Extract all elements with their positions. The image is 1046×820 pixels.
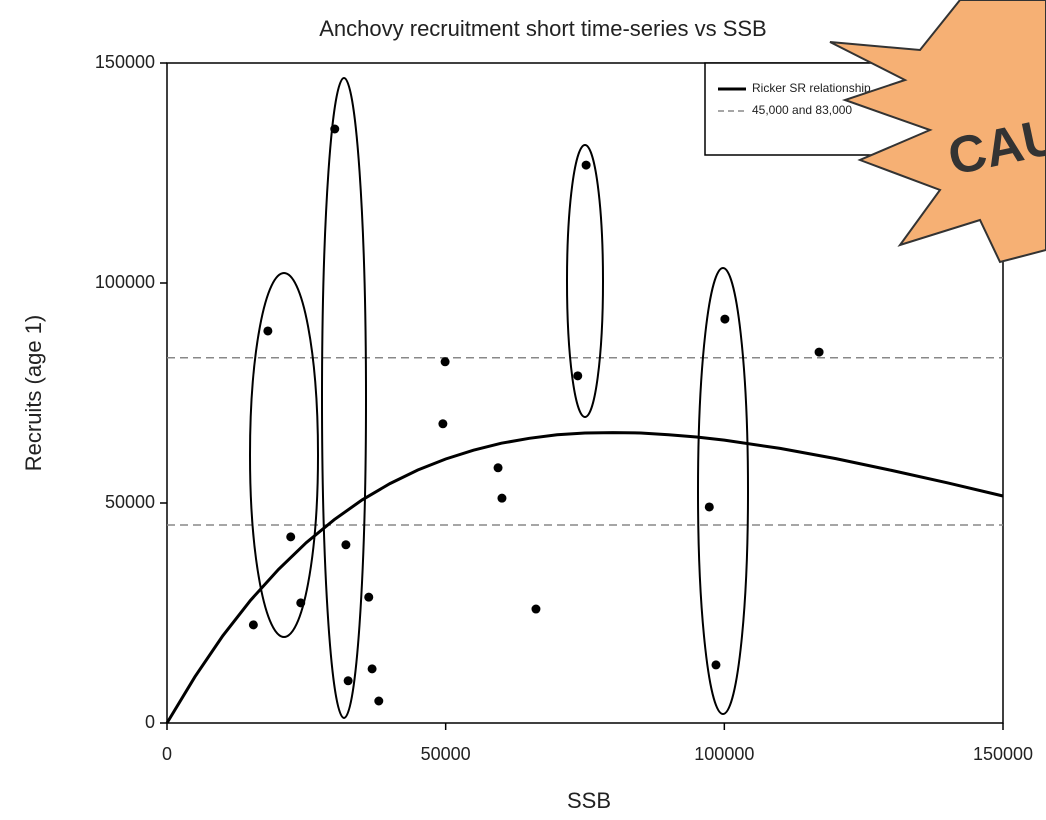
data-point xyxy=(248,620,258,630)
data-point xyxy=(814,347,824,357)
data-point xyxy=(263,326,273,336)
data-point xyxy=(364,592,374,602)
data-point xyxy=(581,160,591,170)
data-point xyxy=(367,664,377,674)
x-tick-label: 150000 xyxy=(973,744,1033,764)
chart-title: Anchovy recruitment short time-series vs… xyxy=(319,16,766,41)
legend-label: Ricker SR relationship xyxy=(752,81,871,95)
y-tick-label: 50000 xyxy=(105,492,155,512)
data-point xyxy=(531,604,541,614)
x-axis-label: SSB xyxy=(567,788,611,813)
data-point xyxy=(720,314,730,324)
data-point xyxy=(711,660,721,670)
ellipse xyxy=(249,272,319,638)
legend-label: 45,000 and 83,000 xyxy=(752,103,852,117)
data-point xyxy=(497,493,507,503)
x-tick-label: 100000 xyxy=(694,744,754,764)
starburst: CAU xyxy=(829,0,1046,264)
x-tick-label: 50000 xyxy=(421,744,471,764)
data-point xyxy=(438,419,448,429)
data-point xyxy=(440,357,450,367)
y-axis-label: Recruits (age 1) xyxy=(21,315,46,472)
ellipse xyxy=(566,144,604,418)
data-point xyxy=(343,676,353,686)
starburst-shape xyxy=(829,0,1046,264)
y-tick-label: 0 xyxy=(145,712,155,732)
data-point xyxy=(374,696,384,706)
plot-area: 0 50000 100000 150000 0 50000 100000 150000 xyxy=(95,52,1033,764)
ricker-curve xyxy=(165,431,1004,724)
ellipse xyxy=(321,77,367,719)
data-point xyxy=(704,502,714,512)
data-point xyxy=(341,540,351,550)
data-point xyxy=(493,463,503,473)
plot-frame xyxy=(166,62,1004,724)
ellipse xyxy=(697,267,749,715)
ellipses xyxy=(249,77,749,719)
data-point xyxy=(286,532,296,542)
y-tick-label: 150000 xyxy=(95,52,155,72)
y-tick-label: 100000 xyxy=(95,272,155,292)
x-tick-label: 0 xyxy=(162,744,172,764)
data-point xyxy=(573,371,583,381)
